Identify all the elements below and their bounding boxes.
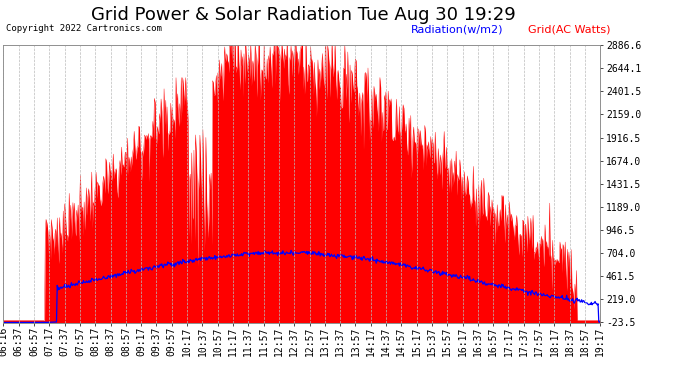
Text: Copyright 2022 Cartronics.com: Copyright 2022 Cartronics.com	[6, 24, 161, 33]
Text: Grid(AC Watts): Grid(AC Watts)	[528, 24, 611, 34]
Text: Radiation(w/m2): Radiation(w/m2)	[411, 24, 503, 34]
Text: Grid Power & Solar Radiation Tue Aug 30 19:29: Grid Power & Solar Radiation Tue Aug 30 …	[91, 6, 516, 24]
